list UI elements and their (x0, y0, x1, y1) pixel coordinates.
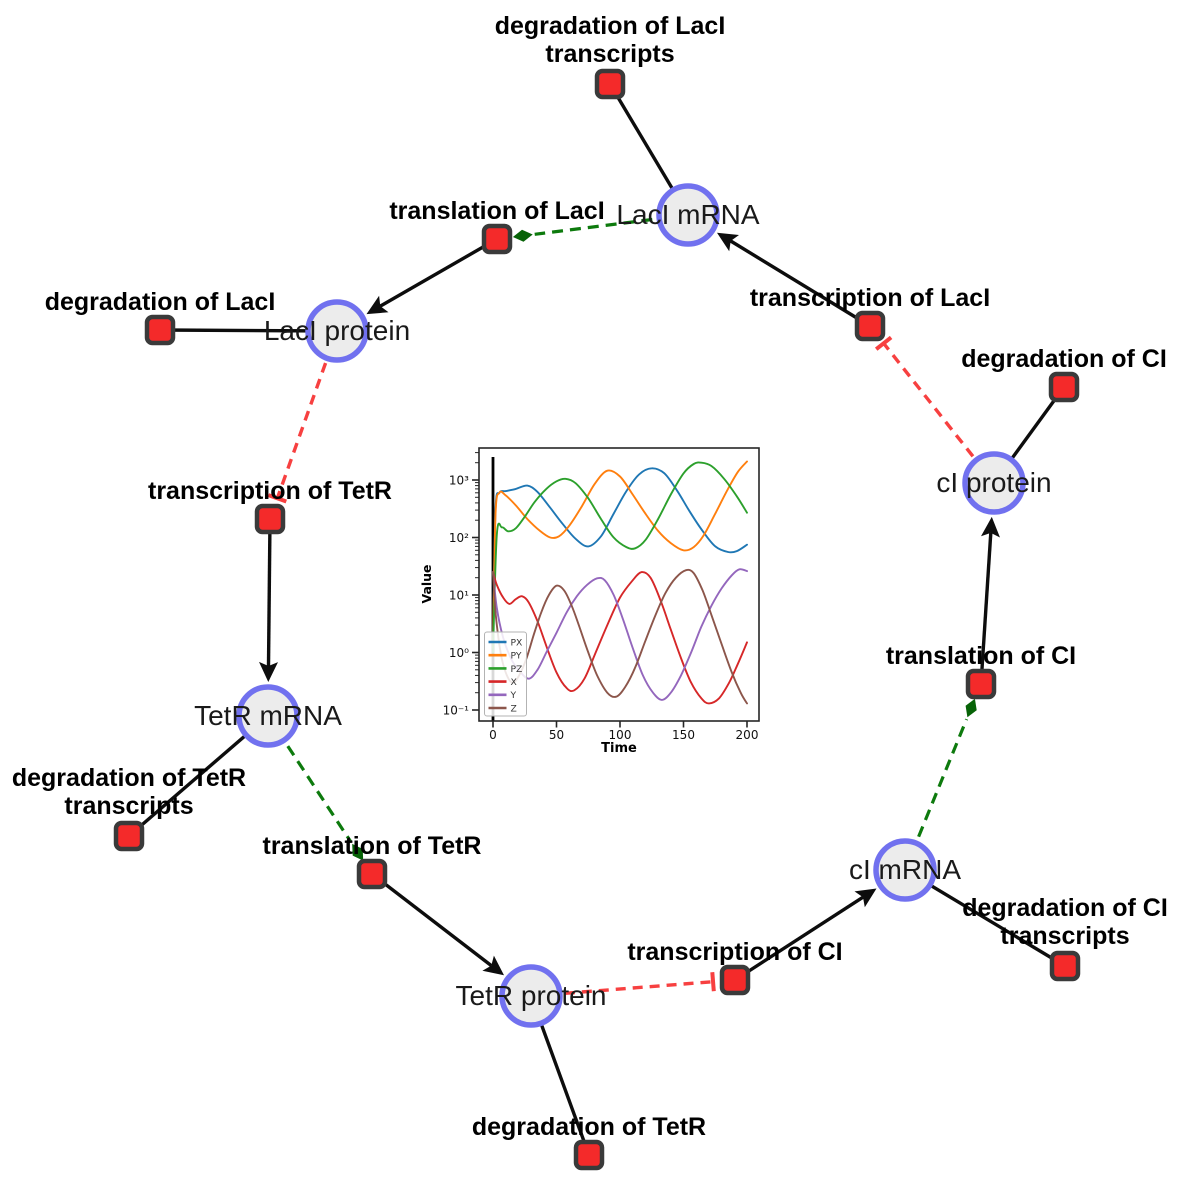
reaction-label-deg-laci-tx: transcripts (545, 40, 674, 68)
edge-arrow-transl-ci-to-ci-protein-arrowhead (981, 516, 1000, 538)
y-tick-label: 10³ (449, 474, 469, 488)
chart-axes-box (478, 447, 760, 722)
legend-label-Y: Y (510, 690, 517, 701)
edge-inhibition-tetr-protein-to-txn-ci-tbar-head (710, 972, 716, 992)
edge-inhibition-ci-protein-to-txn-laci (881, 341, 996, 485)
species-label-tetr-protein: TetR protein (456, 980, 607, 1011)
x-tick-label: 50 (549, 728, 564, 742)
reaction-node-txn-tetr (254, 503, 286, 535)
reaction-label-transl-ci: translation of CI (886, 642, 1076, 670)
legend-label-X: X (511, 677, 517, 688)
reaction-node-txn-ci (719, 964, 751, 996)
reaction-label-deg-laci: degradation of LacI (45, 288, 276, 316)
species-node-ci-mrna (873, 838, 937, 902)
species-label-laci-protein: LacI protein (264, 315, 410, 346)
reaction-node-txn-laci (854, 310, 886, 342)
edge-arrow-transl-laci-to-laci-protein-arrowhead (366, 295, 389, 315)
edge-inhibition-laci-protein-to-txn-tetr (275, 330, 339, 500)
species-label-tetr-mrna: TetR mRNA (194, 700, 342, 731)
edge-activation-tetr-mrna-to-transl-tetr-diamond-head (352, 843, 364, 861)
edge-activation-ci-mrna-to-transl-ci-diamond-head (965, 698, 977, 718)
chart-series-Y (492, 568, 748, 701)
edge-arrow-txn-ci-to-ci-mrna (734, 895, 864, 982)
chart-ylabel: Value (419, 564, 434, 603)
species-node-laci-protein (305, 299, 369, 363)
chart-series-PZ (492, 461, 748, 654)
legend-label-PZ: PZ (511, 664, 523, 675)
species-node-ci-protein (962, 451, 1026, 515)
edge-activation-laci-mrna-to-transl-laci-diamond-head (512, 229, 533, 242)
nodes-layer (113, 68, 1081, 1171)
reaction-node-transl-laci (481, 223, 513, 255)
x-tick-label: 0 (489, 728, 497, 742)
reaction-label-deg-ci-tx: transcripts (1000, 922, 1129, 950)
reaction-label-txn-ci: transcription of CI (627, 938, 842, 966)
reaction-node-deg-laci-tx (594, 68, 626, 100)
reaction-label-deg-tetr-tx: transcripts (64, 792, 193, 820)
reaction-node-deg-tetr-tx (113, 820, 145, 852)
edge-arrow-txn-laci-to-laci-mrna-arrowhead (717, 232, 739, 252)
x-tick-label: 150 (672, 728, 695, 742)
species-node-tetr-mrna (236, 684, 300, 748)
chart-xlabel: Time (601, 741, 637, 756)
edge-arrow-txn-tetr-to-tetr-mrna-arrowhead (259, 661, 278, 682)
y-tick-label: 10² (449, 531, 469, 545)
species-label-ci-protein: cI protein (936, 467, 1051, 498)
species-node-laci-mrna (656, 183, 720, 247)
reaction-label-deg-tetr-tx: degradation of TetR (12, 764, 246, 792)
y-tick-label: 10⁰ (449, 646, 469, 660)
species-label-laci-mrna: LacI mRNA (616, 199, 759, 230)
reaction-label-transl-tetr: translation of TetR (263, 832, 482, 860)
reaction-label-deg-ci-tx: degradation of CI (962, 894, 1168, 922)
chart-plot-area (491, 457, 748, 721)
y-tick-label: 10¹ (449, 589, 469, 603)
reaction-node-deg-ci (1048, 371, 1080, 403)
legend-label-PY: PY (511, 651, 522, 662)
chart-series-PY (492, 460, 748, 649)
edge-arrow-transl-tetr-to-tetr-protein (370, 872, 493, 967)
legend-label-PX: PX (511, 637, 523, 648)
chart-legend: PX PY PZ XYZ (484, 631, 527, 717)
reaction-node-transl-tetr (356, 858, 388, 890)
reaction-label-deg-ci: degradation of CI (961, 345, 1167, 373)
reaction-node-deg-ci-tx (1049, 950, 1081, 982)
edge-arrow-txn-tetr-to-tetr-mrna (266, 518, 272, 667)
reaction-label-txn-laci: transcription of LacI (750, 284, 990, 312)
reaction-label-deg-laci-tx: degradation of LacI (495, 12, 726, 40)
edge-inhibition-ci-protein-to-txn-laci-tbar-head (874, 335, 893, 351)
edge-arrow-transl-ci-to-ci-protein (979, 532, 993, 685)
labels-layer: degradation of LacItranscriptstranslatio… (12, 12, 1168, 1141)
reaction-node-transl-ci (965, 668, 997, 700)
chart-series-Z (492, 568, 748, 705)
edge-arrow-transl-tetr-to-tetr-protein-arrowhead (482, 955, 504, 976)
y-tick-label: 10⁻¹ (443, 704, 470, 718)
species-node-tetr-protein (499, 964, 563, 1028)
x-tick-label: 200 (736, 728, 759, 742)
reaction-label-transl-laci: translation of LacI (389, 197, 604, 225)
edge-inhibition-tetr-protein-to-txn-ci (530, 979, 715, 998)
chart-series-X (492, 571, 748, 705)
edge-arrow-txn-ci-to-ci-mrna-arrowhead (854, 888, 877, 908)
x-tick-label: 100 (609, 728, 632, 742)
legend-label-Z: Z (511, 703, 517, 714)
edge-arrow-transl-laci-to-laci-protein (379, 237, 498, 308)
reaction-label-txn-tetr: transcription of TetR (148, 477, 392, 505)
species-label-ci-mrna: cI mRNA (849, 854, 961, 885)
reaction-node-deg-tetr (573, 1139, 605, 1171)
edge-inhibition-laci-protein-to-txn-tetr-tbar-head (267, 493, 287, 504)
edge-markers-layer (259, 229, 1000, 992)
chart-series-PX (492, 467, 748, 644)
reaction-node-deg-laci (144, 314, 176, 346)
edge-arrow-txn-laci-to-laci-mrna (729, 239, 871, 328)
reaction-label-deg-tetr: degradation of TetR (472, 1113, 706, 1141)
